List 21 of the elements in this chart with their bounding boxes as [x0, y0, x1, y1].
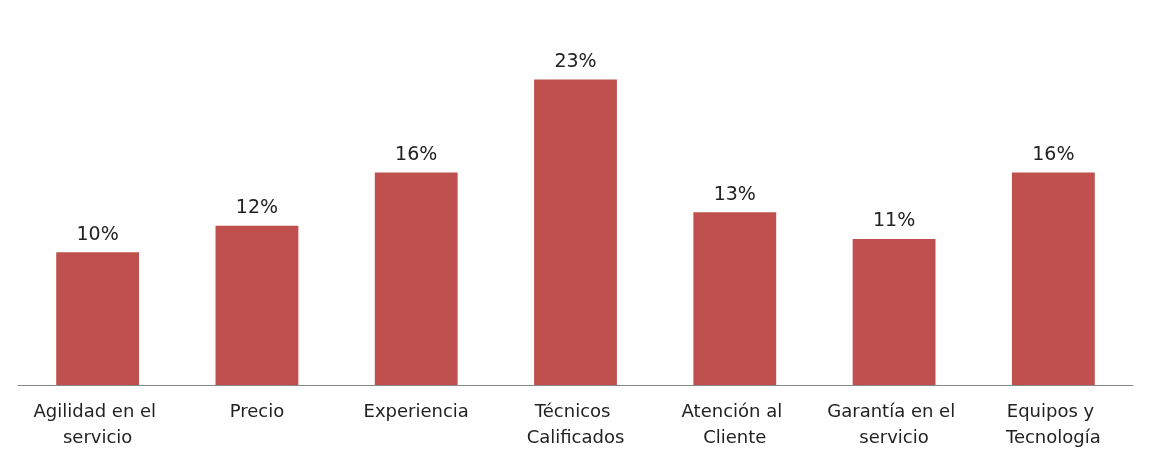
bar — [534, 79, 617, 385]
x-tick-label: Experiencia — [363, 399, 469, 421]
x-tick-label: Agilidad en el servicio — [33, 399, 162, 447]
bar — [56, 252, 140, 385]
bar — [693, 212, 777, 385]
data-label: 12% — [235, 195, 279, 218]
data-label: 11% — [872, 208, 916, 231]
x-tick-label: Equipos y Tecnología — [1004, 399, 1101, 447]
data-label: 16% — [395, 142, 438, 165]
data-label: 10% — [76, 221, 119, 244]
data-label: 13% — [713, 181, 756, 204]
x-tick-label: Garantía en el servicio — [827, 399, 961, 447]
bar — [215, 225, 299, 385]
x-tick-label: Atención al Cliente — [681, 399, 788, 447]
data-label: 23% — [554, 49, 597, 72]
x-tick-label: Precio — [229, 399, 285, 421]
bar — [1011, 172, 1095, 385]
bar — [374, 172, 458, 385]
x-tick-label: Técnicos Calificados — [526, 399, 625, 447]
data-label: 16% — [1032, 142, 1075, 165]
bar — [852, 238, 936, 385]
